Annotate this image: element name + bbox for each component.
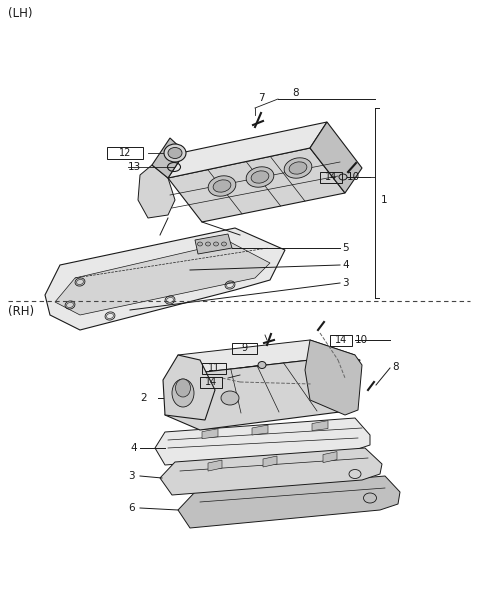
Ellipse shape <box>246 167 274 187</box>
Ellipse shape <box>214 242 218 246</box>
Bar <box>200 377 222 388</box>
Text: 3: 3 <box>128 471 134 481</box>
Text: 8: 8 <box>292 88 299 98</box>
Text: 13: 13 <box>128 162 141 172</box>
Text: 6: 6 <box>128 503 134 513</box>
Polygon shape <box>160 448 382 495</box>
Ellipse shape <box>258 362 266 368</box>
Ellipse shape <box>205 242 211 246</box>
Polygon shape <box>312 420 328 431</box>
Bar <box>107 147 143 159</box>
Polygon shape <box>323 452 337 462</box>
Ellipse shape <box>221 391 239 405</box>
Text: 14: 14 <box>205 377 217 387</box>
Polygon shape <box>263 456 277 467</box>
Polygon shape <box>45 228 285 330</box>
Text: 7: 7 <box>258 93 264 103</box>
Polygon shape <box>178 476 400 528</box>
Ellipse shape <box>164 144 186 162</box>
Polygon shape <box>195 234 232 254</box>
Ellipse shape <box>208 176 236 196</box>
Polygon shape <box>168 122 327 178</box>
Bar <box>232 343 257 353</box>
Polygon shape <box>163 355 215 420</box>
Polygon shape <box>152 138 185 178</box>
Text: 11: 11 <box>208 363 220 373</box>
Polygon shape <box>165 360 358 430</box>
Text: 4: 4 <box>342 260 348 270</box>
Polygon shape <box>165 345 360 393</box>
Text: 1: 1 <box>381 195 388 205</box>
Polygon shape <box>208 460 222 471</box>
Text: (RH): (RH) <box>8 305 34 319</box>
Ellipse shape <box>289 162 307 174</box>
Ellipse shape <box>339 174 347 180</box>
Text: 5: 5 <box>342 243 348 253</box>
Text: 14: 14 <box>325 172 337 182</box>
Text: 10: 10 <box>347 172 360 182</box>
Polygon shape <box>138 165 175 218</box>
Ellipse shape <box>213 180 231 192</box>
Text: 2: 2 <box>140 393 146 403</box>
Polygon shape <box>252 425 268 435</box>
Text: 12: 12 <box>119 148 131 158</box>
Bar <box>202 362 226 374</box>
Text: 9: 9 <box>241 343 248 353</box>
Polygon shape <box>55 242 270 315</box>
Polygon shape <box>155 418 370 465</box>
Bar <box>320 171 342 183</box>
Text: 14: 14 <box>335 335 347 345</box>
Text: (LH): (LH) <box>8 8 33 20</box>
Polygon shape <box>202 429 218 438</box>
Ellipse shape <box>168 147 182 159</box>
Ellipse shape <box>172 379 194 407</box>
Ellipse shape <box>284 158 312 179</box>
Ellipse shape <box>251 171 269 183</box>
Text: 8: 8 <box>392 362 398 372</box>
Ellipse shape <box>197 242 203 246</box>
Text: 10: 10 <box>355 335 368 345</box>
Text: 3: 3 <box>342 278 348 288</box>
Text: 4: 4 <box>130 443 137 453</box>
Polygon shape <box>168 148 345 222</box>
Ellipse shape <box>176 379 191 397</box>
Polygon shape <box>310 122 362 193</box>
Bar <box>330 334 352 346</box>
Ellipse shape <box>221 242 227 246</box>
Polygon shape <box>178 340 355 375</box>
Polygon shape <box>305 340 362 415</box>
